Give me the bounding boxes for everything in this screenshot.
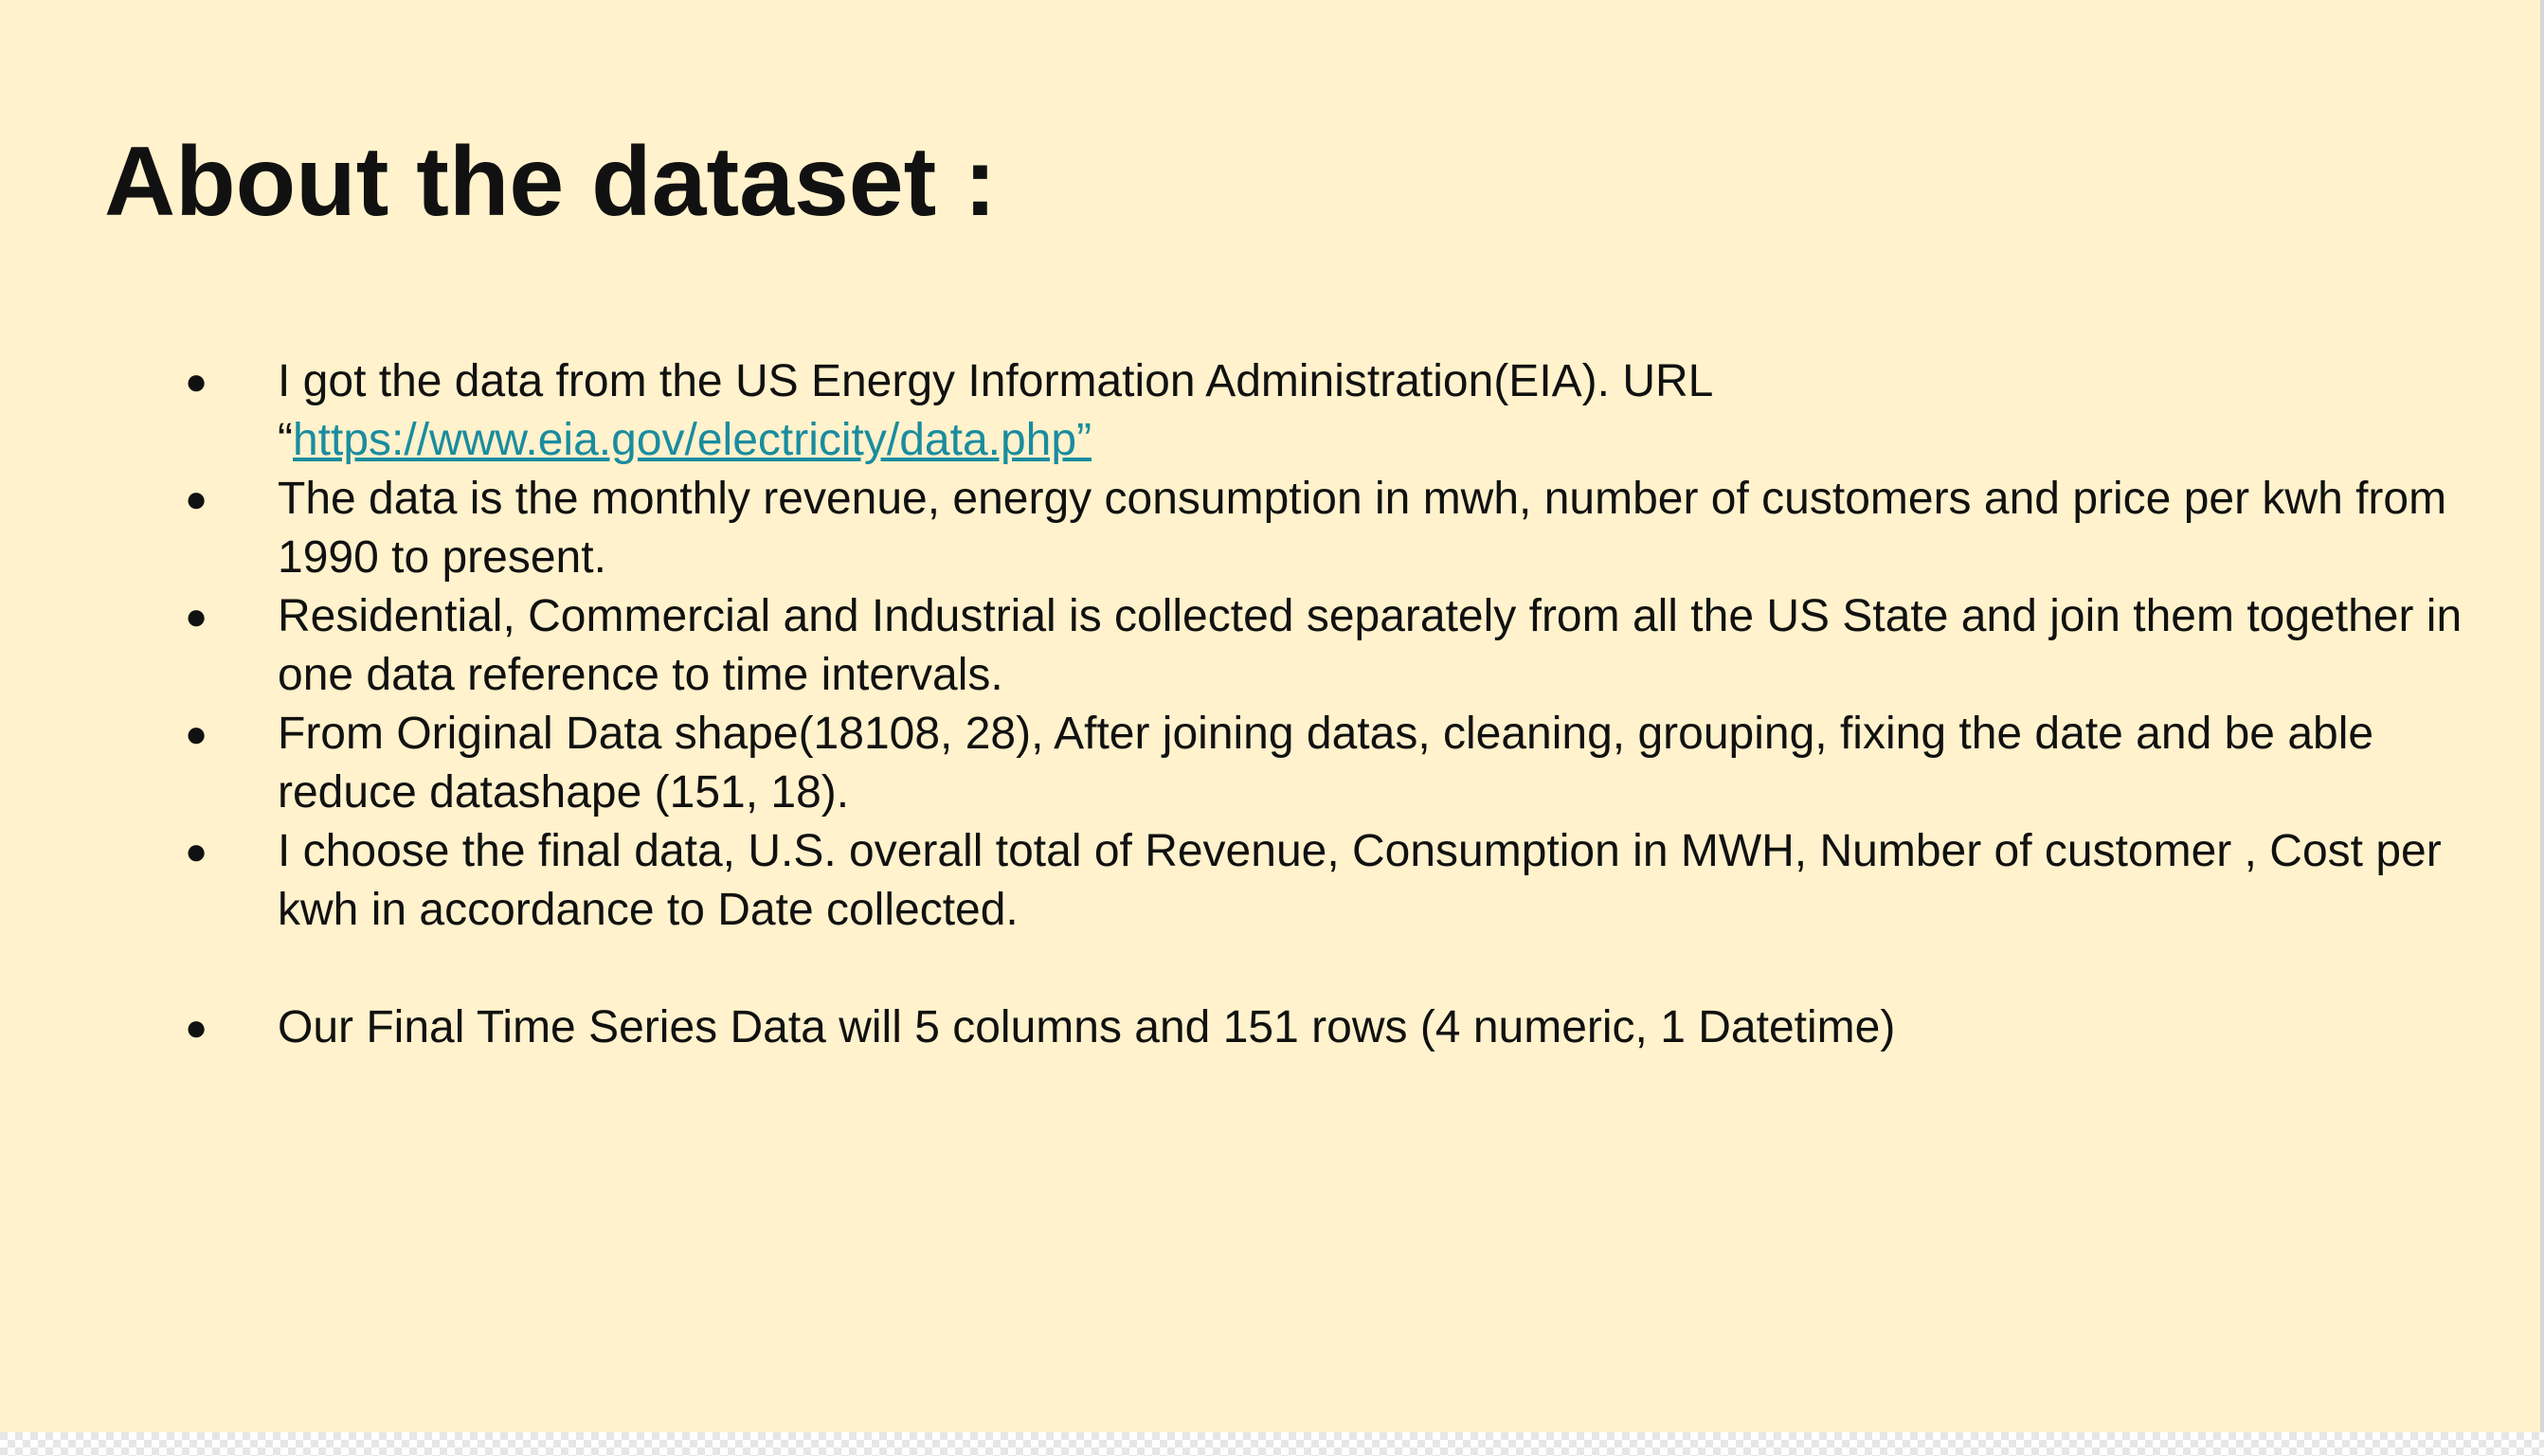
bullet-icon: ● (185, 596, 208, 638)
bullet-text: Residential, Commercial and Industrial i… (278, 591, 2463, 700)
bullet-icon: ● (185, 361, 208, 403)
bullet-item-sectors: ● Residential, Commercial and Industrial… (185, 587, 2478, 705)
bullet-icon: ● (185, 713, 208, 755)
bullet-item-data-shape: ● From Original Data shape(18108, 28), A… (185, 705, 2478, 822)
bullet-text: I got the data from the US Energy Inform… (278, 356, 1714, 406)
bullet-icon: ● (185, 831, 208, 872)
bullet-text: I choose the final data, U.S. overall to… (278, 826, 2442, 935)
bullet-text: From Original Data shape(18108, 28), Aft… (278, 709, 2374, 818)
bullet-item-source: ● I got the data from the US Energy Info… (185, 352, 2478, 470)
bullet-list: ● I got the data from the US Energy Info… (185, 352, 2478, 1057)
eia-data-link[interactable]: https://www.eia.gov/electricity/data.php… (292, 415, 1092, 465)
bullet-item-time-series: ● Our Final Time Series Data will 5 colu… (185, 998, 2478, 1057)
bullet-icon: ● (185, 1007, 208, 1049)
bullet-icon: ● (185, 478, 208, 520)
slide-title: About the dataset : (104, 127, 997, 237)
bullet-text: Our Final Time Series Data will 5 column… (278, 1002, 1896, 1052)
bullet-item-monthly-data: ● The data is the monthly revenue, energ… (185, 470, 2478, 587)
slide-edge (2540, 0, 2544, 1432)
bullet-text: The data is the monthly revenue, energy … (278, 474, 2447, 583)
quote-mark: “ (278, 415, 293, 465)
bullet-item-final-data: ● I choose the final data, U.S. overall … (185, 822, 2478, 940)
